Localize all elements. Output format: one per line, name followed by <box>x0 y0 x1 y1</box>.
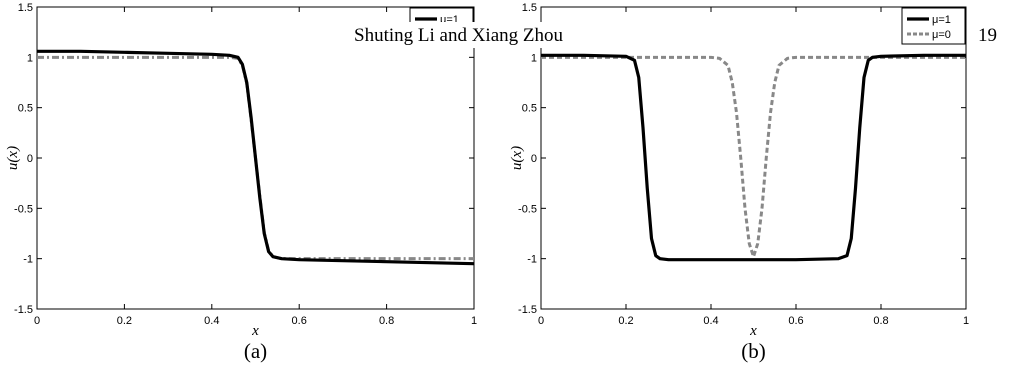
x-tick-label: 0.8 <box>379 315 394 327</box>
x-tick-label: 0.8 <box>873 315 888 327</box>
x-tick-label: 1 <box>471 315 477 327</box>
x-tick-label: 1 <box>963 315 969 327</box>
y-tick-label: 0.5 <box>522 103 537 115</box>
y-tick-label: 1 <box>27 52 33 64</box>
panel-label: (a) <box>244 339 267 363</box>
running-title: Shuting Li and Xiang Zhou <box>354 25 563 46</box>
legend: μ=1μ=0 <box>901 7 966 45</box>
legend-label: μ=1 <box>932 14 951 26</box>
x-tick-label: 0.2 <box>117 315 132 327</box>
y-tick-label: -1.5 <box>518 304 537 316</box>
x-axis-label: x <box>749 323 757 339</box>
y-tick-label: 1 <box>531 52 537 64</box>
page-number: 19 <box>978 25 997 46</box>
x-tick-label: 0.4 <box>204 315 219 327</box>
series-line-mu1 <box>37 49 475 266</box>
series-line-mu0 <box>541 55 966 259</box>
x-tick-label: 0.6 <box>292 315 307 327</box>
x-tick-label: 0 <box>34 315 40 327</box>
y-tick-label: -1 <box>23 254 33 266</box>
y-tick-label: -0.5 <box>14 203 33 215</box>
x-tick-label: 0.2 <box>618 315 633 327</box>
x-tick-label: 0.6 <box>788 315 803 327</box>
y-tick-label: -0.5 <box>518 203 537 215</box>
y-tick-label: -1.5 <box>14 304 33 316</box>
y-tick-label: 1.5 <box>18 2 33 14</box>
panel-label: (b) <box>741 339 766 363</box>
x-tick-label: 0 <box>538 315 544 327</box>
x-tick-label: 0.4 <box>703 315 718 327</box>
panel-b: 0 0.2 0.4 0.6 0.8 1 1.5 1 0.5 0 -0.5 -1 -1.5 x u(x) (b)… <box>509 2 969 363</box>
plot-frame <box>540 6 967 310</box>
y-axis-label: u(x) <box>509 146 525 170</box>
legend-label: μ=0 <box>932 29 951 41</box>
x-axis-label: x <box>251 323 259 339</box>
series-line-mu1 <box>541 53 966 262</box>
y-tick-label: 1.5 <box>522 2 537 14</box>
y-tick-label: 0.5 <box>18 103 33 115</box>
y-tick-label: -1 <box>527 254 537 266</box>
panel-a: 0 0.2 0.4 0.6 0.8 1 1.5 1 0.5 0 -0.5 -1 -1.5 x u(x) (a)… <box>5 2 477 363</box>
header-background <box>354 22 612 48</box>
y-tick-label: 0 <box>27 153 33 165</box>
y-axis-label: u(x) <box>5 146 21 170</box>
legend-box <box>901 7 966 45</box>
y-tick-label: 0 <box>531 153 537 165</box>
